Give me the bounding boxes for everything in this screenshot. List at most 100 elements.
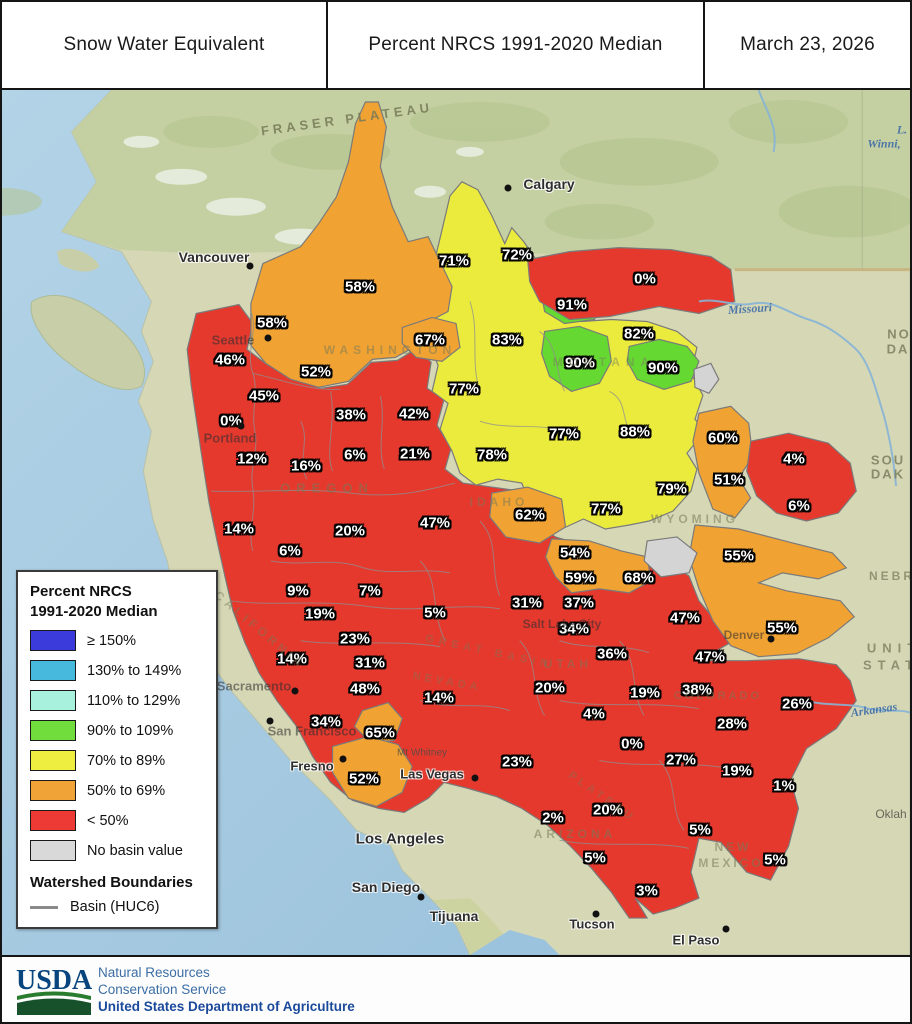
usda-swoosh-light	[17, 991, 91, 1000]
legend-swatch	[30, 690, 76, 711]
city-label: Vancouver	[178, 249, 250, 265]
place-label: WASHINGTON	[323, 343, 457, 357]
basin-value-label: 5%	[424, 604, 446, 622]
legend-swatch	[30, 840, 76, 861]
basin-value-label: 3%	[636, 882, 658, 900]
basin-value-label: 77%	[448, 380, 480, 398]
city-dot	[504, 184, 512, 192]
legend-label: 70% to 89%	[87, 752, 166, 769]
basin-line-swatch	[30, 905, 58, 909]
city-label: Salt Lake City	[522, 617, 602, 631]
city-label: San Diego	[351, 879, 421, 895]
legend-boundaries-title: Watershed Boundaries	[30, 874, 193, 891]
city-label: Los Angeles	[355, 830, 445, 848]
city-label: Denver	[723, 628, 765, 642]
city-label: Portland	[203, 430, 257, 446]
basin-value-label: 19%	[721, 762, 753, 780]
basin-value-label: 68%	[623, 569, 655, 587]
city-label: Calgary	[523, 176, 575, 192]
basin-value-label: 16%	[290, 457, 322, 475]
basin-value-label: 47%	[694, 648, 726, 666]
place-label: NEBR	[868, 569, 910, 583]
basin-value-label: 45%	[248, 387, 280, 405]
basin-value-label: 52%	[300, 363, 332, 381]
legend-item: No basin value	[30, 840, 204, 861]
legend-item: 110% to 129%	[30, 690, 204, 711]
basin-value-label: 1%	[773, 777, 795, 795]
basin-value-label: 14%	[276, 650, 308, 668]
city-label: Sacramento	[216, 678, 292, 694]
basin-value-label: 4%	[783, 450, 805, 468]
basin-value-label: 5%	[584, 849, 606, 867]
basin-value-label: 5%	[764, 851, 786, 869]
basin-value-label: 83%	[491, 331, 523, 349]
basin-value-label: 72%	[501, 246, 533, 264]
place-label: Winni,	[867, 136, 901, 151]
legend-swatch	[30, 780, 76, 801]
legend-label: ≥ 150%	[87, 632, 137, 649]
vancouver-island	[30, 294, 145, 390]
header: Snow Water Equivalent Percent NRCS 1991-…	[2, 2, 910, 90]
header-metric: Percent NRCS 1991-2020 Median	[328, 2, 705, 88]
legend-basin-item: Basin (HUC6)	[30, 899, 204, 915]
legend: Percent NRCS 1991-2020 Median ≥ 150% 130%…	[16, 570, 218, 929]
legend-item: < 50%	[30, 810, 204, 831]
basin-value-label: 65%	[364, 724, 396, 742]
legend-item: 90% to 109%	[30, 720, 204, 741]
basin-value-label: 52%	[348, 770, 380, 788]
city-dot	[417, 893, 425, 901]
basins-red-north	[527, 247, 857, 522]
huc6-boundaries	[211, 301, 729, 849]
basin-value-label: 36%	[596, 645, 628, 663]
basin-value-label: 0%	[621, 735, 643, 753]
forest-texture	[2, 99, 910, 240]
agency-name: Natural Resources Conservation Service	[98, 965, 227, 997]
basin-value-label: 62%	[514, 506, 546, 524]
basin-value-label: 9%	[287, 582, 309, 600]
place-label: Oklah	[875, 807, 907, 821]
basin-value-label: 77%	[548, 425, 580, 443]
basin-value-label: 19%	[304, 605, 336, 623]
basin-value-label: 14%	[423, 689, 455, 707]
legend-swatch	[30, 720, 76, 741]
legend-item: 130% to 149%	[30, 660, 204, 681]
place-label: Mt Whitney	[396, 747, 448, 759]
place-label: DA	[886, 341, 910, 357]
city-dot	[767, 635, 775, 643]
basin-value-label: 23%	[339, 630, 371, 648]
basin-value-label: 34%	[558, 620, 590, 638]
place-label: Missouri	[727, 299, 773, 318]
basin-value-label: 77%	[590, 500, 622, 518]
legend-item: ≥ 150%	[30, 630, 204, 651]
place-label: COLORADO	[673, 690, 763, 702]
basin-value-label: 47%	[419, 514, 451, 532]
city-dot	[264, 334, 272, 342]
basin-value-label: 19%	[629, 684, 661, 702]
basin-value-label: 55%	[723, 547, 755, 565]
place-label: NEW	[714, 840, 752, 854]
usda-logo: USDA	[16, 965, 93, 1015]
basin-value-label: 55%	[766, 619, 798, 637]
place-label: IDAHO	[469, 495, 529, 509]
basin-value-label: 0%	[220, 412, 242, 430]
basin-value-label: 27%	[665, 751, 697, 769]
place-label: MONTANA	[552, 355, 656, 369]
place-label: L.	[896, 122, 908, 137]
basin-value-label: 82%	[623, 325, 655, 343]
header-date: March 23, 2026	[740, 34, 875, 55]
basin-value-label: 54%	[559, 544, 591, 562]
basin-value-label: 38%	[681, 681, 713, 699]
basin-value-label: 14%	[223, 520, 255, 538]
canada-land	[61, 90, 910, 270]
place-label: WYOMING	[651, 512, 739, 526]
basin-value-label: 6%	[279, 542, 301, 560]
basin-value-label: 7%	[359, 582, 381, 600]
basin-value-label: 31%	[354, 654, 386, 672]
basin-value-label: 38%	[335, 406, 367, 424]
basin-value-label: 47%	[669, 609, 701, 627]
place-label: MEXICO	[698, 856, 764, 870]
legend-swatch	[30, 630, 76, 651]
city-label: Seattle	[211, 332, 255, 348]
basin-value-label: 51%	[713, 471, 745, 489]
